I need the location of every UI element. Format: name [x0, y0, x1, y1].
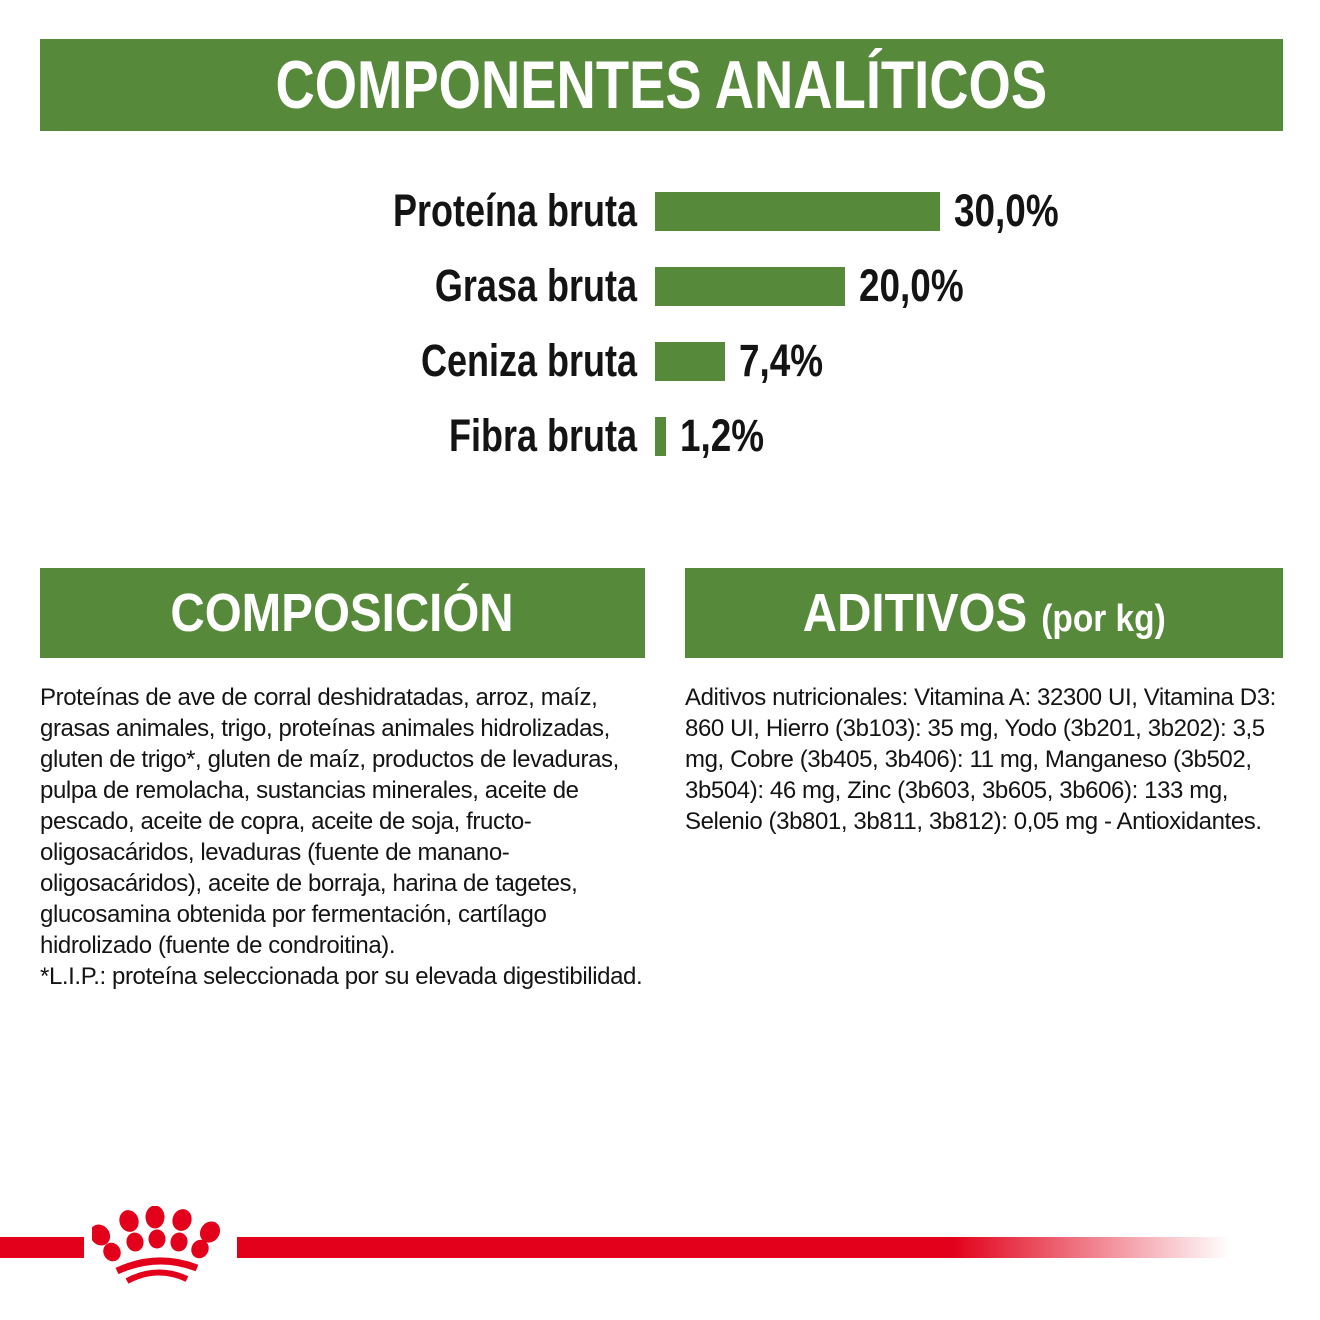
royal-canin-crown-paw-logo — [92, 1206, 221, 1284]
additives-title-suffix: (por kg) — [1041, 598, 1166, 640]
chart-category-label: Proteína bruta — [392, 185, 637, 236]
chart-value-label: 30,0% — [954, 185, 1059, 236]
additives-section: Aditivos nutricionales: Vitamina A: 3230… — [685, 682, 1283, 837]
brand-stripe-right — [237, 1237, 1230, 1258]
composition-section: Proteínas de ave de corral deshidratadas… — [40, 682, 645, 992]
composition-body-text: Proteínas de ave de corral deshidratadas… — [40, 684, 619, 959]
chart-category-label: Grasa bruta — [434, 260, 637, 311]
chart-value-label: 20,0% — [859, 260, 964, 311]
chart-category-label: Fibra bruta — [448, 410, 637, 461]
analytical-components-header: COMPONENTES ANALÍTICOS — [40, 39, 1283, 131]
composition-title: COMPOSICIÓN — [170, 583, 515, 643]
composition-header: COMPOSICIÓN — [40, 568, 645, 658]
additives-body-text: Aditivos nutricionales: Vitamina A: 3230… — [685, 684, 1276, 835]
chart-bar — [655, 267, 845, 306]
crown-outer-paw-pads — [92, 1206, 221, 1246]
additives-title-group: ADITIVOS (por kg) — [803, 582, 1166, 644]
crown-base-arcs — [115, 1257, 199, 1284]
chart-bar — [655, 417, 666, 456]
additives-header: ADITIVOS (por kg) — [685, 568, 1283, 658]
crown-inner-paw-pads — [103, 1229, 209, 1262]
additives-title: ADITIVOS — [802, 583, 1027, 643]
brand-stripe-left — [0, 1237, 84, 1258]
chart-category-label: Ceniza bruta — [420, 335, 637, 386]
lip-footnote-text: *L.I.P.: proteína seleccionada por su el… — [40, 963, 643, 990]
chart-value-label: 7,4% — [739, 335, 824, 386]
chart-value-label: 1,2% — [680, 410, 765, 461]
chart-bar — [655, 342, 725, 381]
analytical-components-title: COMPONENTES ANALÍTICOS — [275, 47, 1048, 123]
chart-bar — [655, 192, 940, 231]
